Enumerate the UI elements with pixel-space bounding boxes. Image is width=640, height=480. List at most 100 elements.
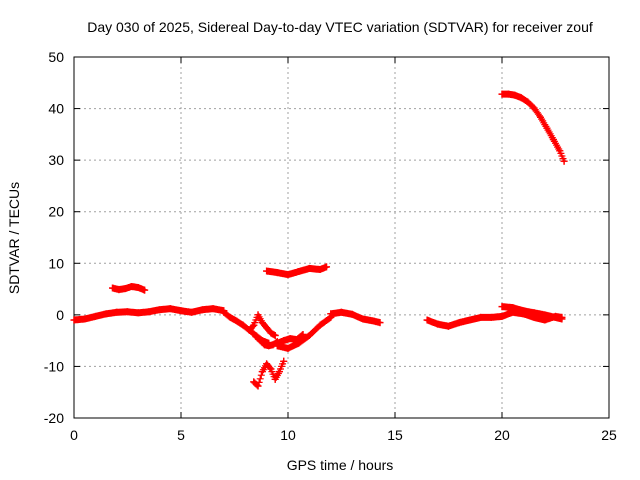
data-points: [70, 90, 568, 390]
segment-bump-12-14h: [327, 308, 384, 327]
data-point: [273, 339, 281, 347]
data-point: [271, 331, 279, 339]
data-point: [558, 315, 566, 323]
segment-high-arc-20-23h: [498, 90, 568, 165]
y-axis: -20 -10 0 10 20 30 40 50: [44, 49, 609, 426]
data-point: [477, 313, 485, 321]
data-point: [293, 336, 301, 344]
y-tick-label: -20: [44, 410, 64, 426]
data-point: [498, 303, 506, 311]
data-point: [258, 368, 266, 376]
data-point: [305, 331, 313, 339]
data-point: [498, 90, 506, 98]
data-point: [498, 312, 506, 320]
segment-spike-9h: [245, 311, 279, 339]
data-point: [316, 265, 324, 273]
data-point: [487, 313, 495, 321]
data-point: [273, 269, 281, 277]
data-point: [258, 319, 266, 327]
data-point: [156, 306, 164, 314]
x-tick-label: 25: [601, 427, 617, 443]
x-tick-label: 10: [280, 427, 296, 443]
y-tick-label: 50: [48, 49, 64, 65]
y-tick-label: 40: [48, 101, 64, 117]
y-tick-label: 30: [48, 152, 64, 168]
data-marks: [498, 90, 568, 165]
x-axis: 0 5 10 15 20 25: [70, 57, 617, 443]
data-point: [327, 310, 335, 318]
segment-band-20-23h: [498, 303, 566, 323]
data-point: [504, 90, 512, 98]
data-point: [70, 316, 78, 324]
data-point: [177, 307, 185, 315]
data-point: [121, 285, 129, 293]
data-point: [280, 337, 288, 345]
data-point: [323, 263, 331, 271]
data-point: [466, 316, 474, 324]
data-point: [519, 307, 527, 315]
grid-lines: [74, 57, 609, 418]
data-point: [299, 330, 307, 338]
data-point: [134, 309, 142, 317]
data-point: [348, 310, 356, 318]
data-point: [455, 319, 463, 327]
data-point: [560, 157, 568, 165]
data-point: [263, 324, 271, 332]
data-point: [81, 315, 89, 323]
data-point: [263, 267, 271, 275]
segment-dip-9-10h: [250, 357, 288, 390]
data-point: [220, 308, 228, 316]
data-marks: [250, 357, 288, 390]
data-point: [233, 317, 241, 325]
data-point: [423, 316, 431, 324]
data-point: [275, 368, 283, 376]
data-point: [260, 341, 268, 349]
plot-frame: [73, 56, 610, 419]
data-point: [524, 98, 532, 106]
data-point: [256, 337, 264, 345]
segment-recovery-9.5-12h: [273, 313, 335, 352]
x-tick-label: 20: [494, 427, 510, 443]
data-marks: [273, 313, 335, 352]
data-point: [370, 317, 378, 325]
x-tick-label: 5: [177, 427, 185, 443]
x-tick-label: 15: [387, 427, 403, 443]
data-point: [109, 284, 117, 292]
data-point: [134, 284, 142, 292]
data-point: [124, 308, 131, 316]
data-point: [145, 308, 153, 316]
data-point: [226, 313, 234, 321]
chart-title: Day 030 of 2025, Sidereal Day-to-day VTE…: [87, 19, 593, 35]
data-point: [267, 365, 275, 373]
data-point: [254, 382, 262, 390]
data-point: [556, 147, 564, 155]
data-point: [280, 357, 288, 365]
data-point: [198, 306, 206, 314]
data-point: [265, 342, 273, 350]
segment-bump-2-3h: [109, 282, 149, 294]
data-point: [543, 124, 551, 132]
data-point: [295, 268, 303, 276]
segment-plateau-9-12h: [263, 263, 331, 279]
data-point: [376, 319, 384, 327]
y-axis-label: SDTVAR / TECUs: [6, 182, 22, 294]
data-point: [141, 286, 149, 294]
data-point: [269, 341, 277, 349]
data-point: [271, 375, 279, 383]
data-point: [267, 329, 275, 337]
data-point: [541, 311, 549, 319]
data-point: [115, 286, 123, 294]
data-point: [537, 113, 545, 121]
data-point: [128, 282, 136, 290]
data-point: [509, 304, 517, 312]
data-point: [511, 91, 519, 99]
data-point: [209, 305, 217, 313]
data-point: [316, 321, 324, 329]
data-point: [250, 378, 258, 386]
data-point: [252, 333, 260, 341]
data-point: [102, 310, 110, 318]
data-point: [530, 309, 538, 317]
data-marks: [327, 308, 384, 327]
data-point: [284, 344, 292, 352]
